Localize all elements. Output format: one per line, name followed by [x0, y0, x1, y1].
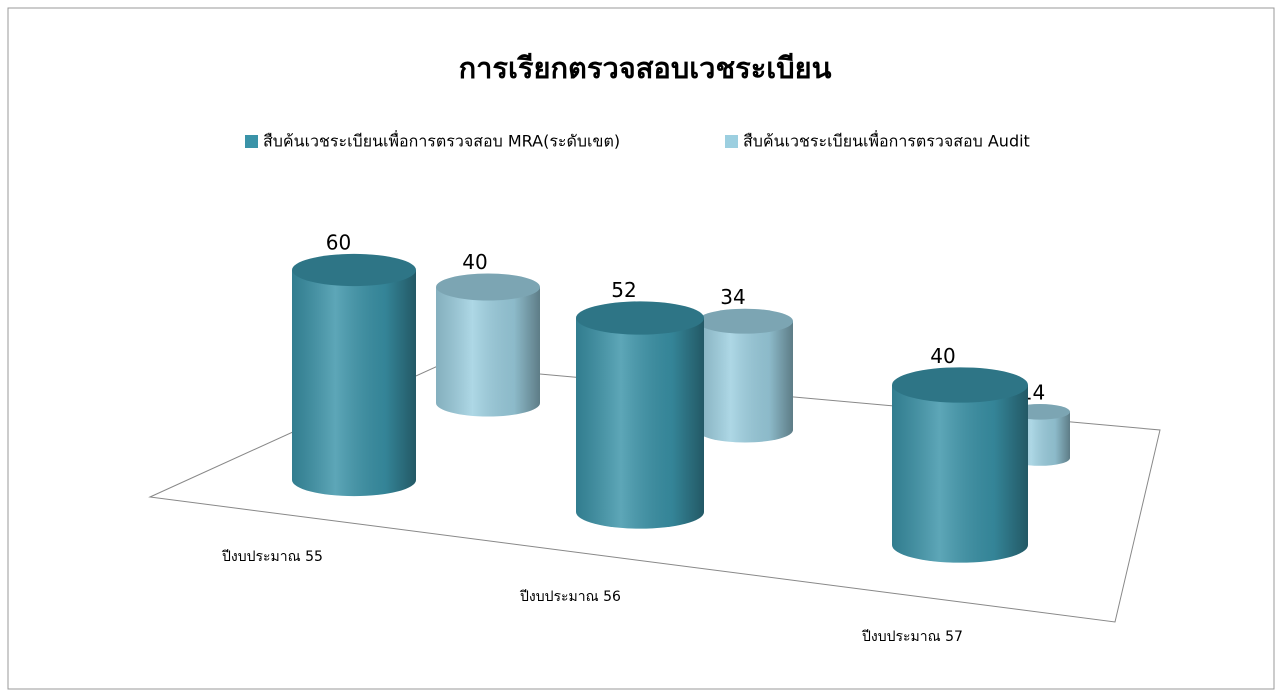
bar-top	[436, 273, 540, 301]
x-tick-label: ปีงบประมาณ 56	[520, 589, 621, 605]
bar-shade	[292, 270, 416, 497]
bar-shade	[576, 318, 704, 529]
cylinder	[436, 273, 540, 417]
bar-top-shade	[697, 308, 793, 334]
bar-top	[576, 301, 704, 335]
bar-shade	[892, 385, 1028, 563]
bar-top-shade	[576, 301, 704, 335]
bar-top-shade	[436, 273, 540, 301]
bar-top	[892, 367, 1028, 403]
data-label: 40	[462, 250, 487, 274]
legend-swatch	[725, 135, 738, 148]
legend-label: สืบค้นเวชระเบียนเพื่อการตรวจสอบ MRA(ระดั…	[263, 130, 620, 151]
cylinder	[292, 253, 416, 497]
chart-title: การเรียกตรวจสอบเวชระเบียน	[459, 51, 832, 85]
cylinder	[892, 367, 1028, 563]
data-label: 40	[930, 344, 955, 368]
cylinder	[576, 301, 704, 529]
data-label: 60	[326, 230, 351, 254]
bar-shade	[697, 321, 793, 443]
legend-label: สืบค้นเวชระเบียนเพื่อการตรวจสอบ Audit	[743, 130, 1030, 151]
data-label: 34	[720, 285, 745, 309]
x-tick-label: ปีงบประมาณ 57	[862, 629, 963, 645]
bar-shade	[436, 287, 540, 417]
legend-swatch	[245, 135, 258, 148]
bar-top	[292, 253, 416, 287]
cylinder	[697, 308, 793, 443]
data-label: 52	[611, 278, 636, 302]
bar-top-shade	[292, 253, 416, 287]
bar-top	[697, 308, 793, 334]
x-tick-label: ปีงบประมาณ 55	[222, 549, 323, 565]
bar-top-shade	[892, 367, 1028, 403]
